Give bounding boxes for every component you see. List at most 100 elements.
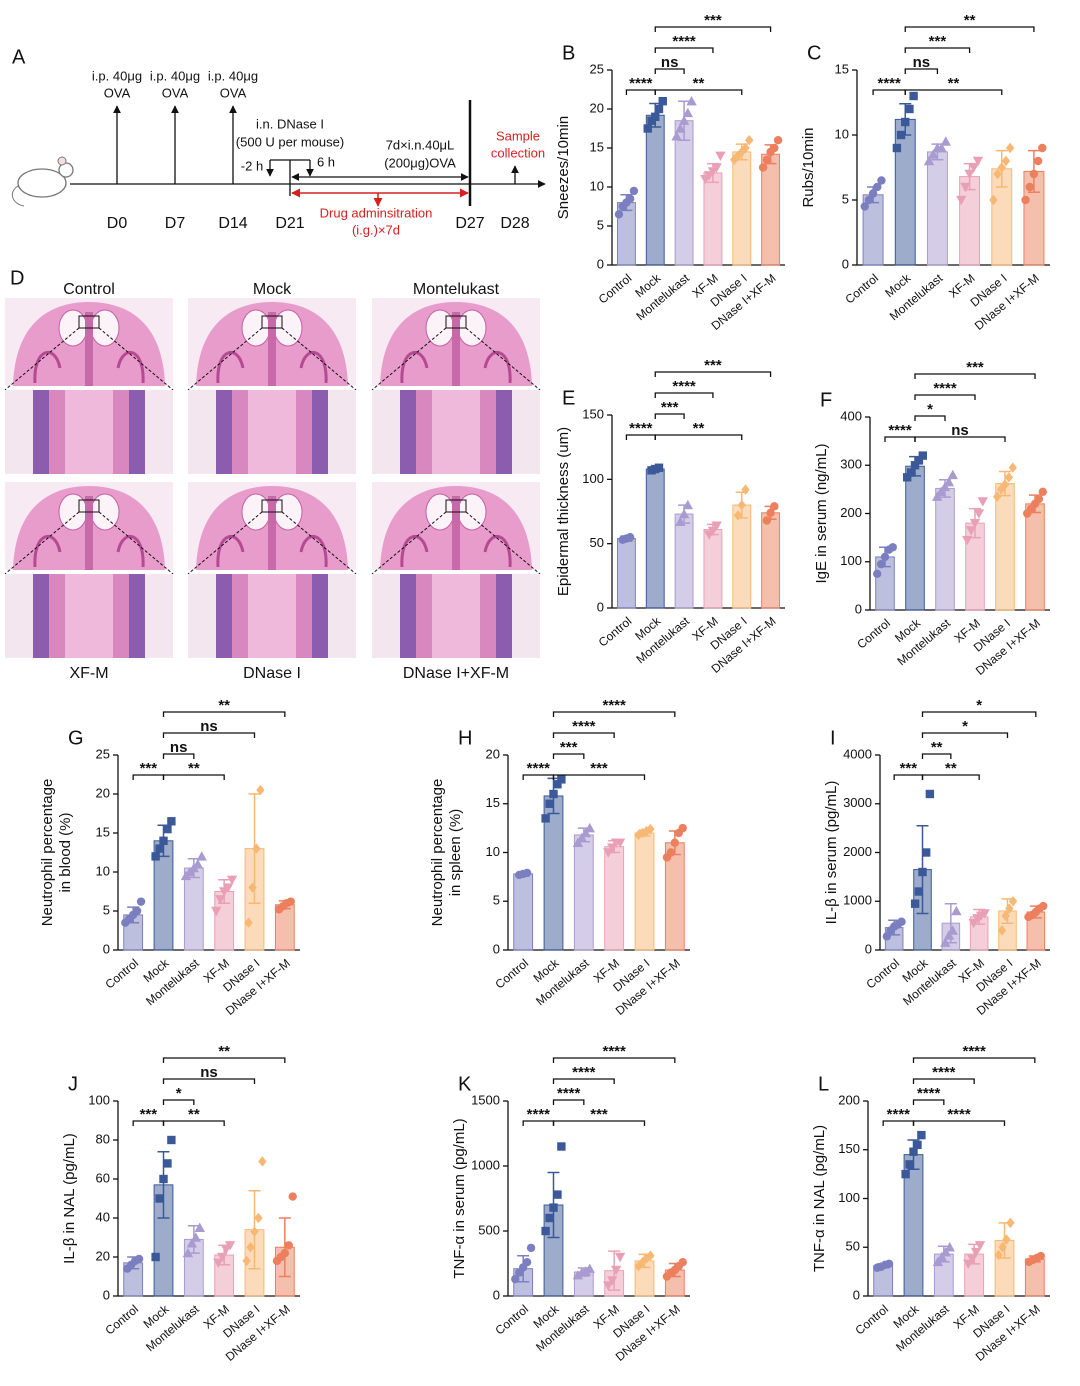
turbinates (400, 534, 512, 568)
data-point (962, 535, 973, 546)
y-axis-label: Epidermal thickness (um) (555, 427, 572, 596)
data-point (864, 195, 874, 205)
mouse-icon (11, 156, 74, 207)
data-point (918, 451, 927, 460)
significance-label: **** (962, 1043, 986, 1060)
data-point (614, 838, 626, 848)
sample-text: collection (491, 145, 545, 160)
data-point (654, 463, 664, 472)
data-point (526, 1243, 536, 1253)
significance-label: ** (964, 12, 976, 29)
data-point (1021, 195, 1030, 205)
data-point (642, 1253, 651, 1264)
data-point (625, 533, 635, 542)
error-bar (278, 1217, 291, 1278)
zoom-box (445, 499, 467, 513)
data-point (921, 848, 931, 857)
data-point (629, 186, 639, 196)
data-point (974, 1241, 986, 1251)
significance-bracket (654, 89, 743, 95)
significance-label: ns (661, 54, 679, 71)
bar (616, 538, 636, 609)
significance-label: **** (527, 1106, 551, 1123)
significance-label: **** (672, 378, 696, 395)
data-point (1039, 901, 1048, 911)
significance-bracket (654, 371, 772, 377)
septum (85, 312, 93, 386)
data-point (151, 1252, 160, 1262)
data-point (905, 104, 914, 114)
y-tick-label: 1000 (843, 893, 872, 908)
data-point (966, 1254, 978, 1265)
significance-bracket (914, 394, 976, 400)
dnase-text: (500 U per mouse) (236, 134, 344, 149)
data-point (606, 843, 618, 853)
data-point (244, 917, 253, 928)
dose-text: i.p. 40μg (208, 68, 258, 83)
significance-label: ** (693, 420, 705, 437)
zoom-epithelium (312, 574, 328, 658)
data-point (134, 1254, 144, 1264)
significance-label: *** (560, 739, 578, 756)
septum (85, 496, 93, 570)
septum (452, 496, 460, 570)
bar (905, 465, 925, 611)
data-point (213, 1258, 224, 1269)
y-tick-label: 0 (103, 1287, 110, 1302)
data-point (993, 168, 1002, 180)
significance-bracket (162, 774, 225, 780)
significance-bracket (904, 26, 1035, 32)
data-point (159, 836, 168, 845)
data-point (868, 189, 878, 198)
turbinates (33, 534, 145, 568)
data-point (288, 1192, 297, 1201)
bar (1025, 503, 1045, 611)
data-point (1004, 472, 1014, 483)
panel-label: K (458, 1073, 472, 1095)
data-point (932, 491, 943, 501)
y-tick-label: 15 (486, 795, 500, 810)
significance-label: *** (704, 12, 722, 29)
y-tick-label: 5 (103, 902, 110, 917)
data-point (913, 1140, 922, 1150)
data-point (675, 516, 686, 526)
data-point (733, 510, 743, 521)
significance-label: * (976, 697, 982, 714)
histology-label: XF-M (69, 665, 108, 682)
data-point (989, 194, 998, 206)
x-tick-label: Control (492, 956, 531, 992)
data-point (758, 163, 768, 172)
significance-label: **** (572, 718, 596, 735)
data-point (671, 131, 682, 141)
x-tick-label: Control (842, 271, 881, 307)
bar (926, 151, 948, 266)
significance-bracket (654, 47, 714, 53)
data-point (741, 484, 750, 495)
data-point (256, 784, 265, 796)
data-point (246, 1242, 255, 1253)
bar (995, 483, 1015, 611)
data-point (896, 130, 906, 140)
significance-bracket (912, 1120, 1006, 1126)
panel-label: F (820, 389, 832, 411)
data-point (1034, 494, 1044, 504)
significance-bracket (552, 1078, 615, 1084)
data-point (956, 195, 967, 206)
data-point (928, 149, 939, 159)
data-point (997, 162, 1006, 173)
data-point (1025, 182, 1034, 192)
y-axis-label: Neutrophil percentage (429, 779, 446, 927)
data-point (216, 1252, 228, 1263)
bar (183, 867, 204, 951)
data-point (947, 925, 958, 935)
data-point (553, 780, 562, 789)
zoom-stroma (248, 574, 296, 658)
zoom-epithelium (129, 574, 145, 658)
data-point (964, 169, 975, 180)
y-tick-label: 20 (590, 100, 604, 115)
data-point (163, 824, 172, 834)
significance-label: **** (557, 1085, 581, 1102)
data-point (873, 569, 882, 579)
data-point (1001, 155, 1011, 167)
day-label: D7 (165, 215, 186, 232)
